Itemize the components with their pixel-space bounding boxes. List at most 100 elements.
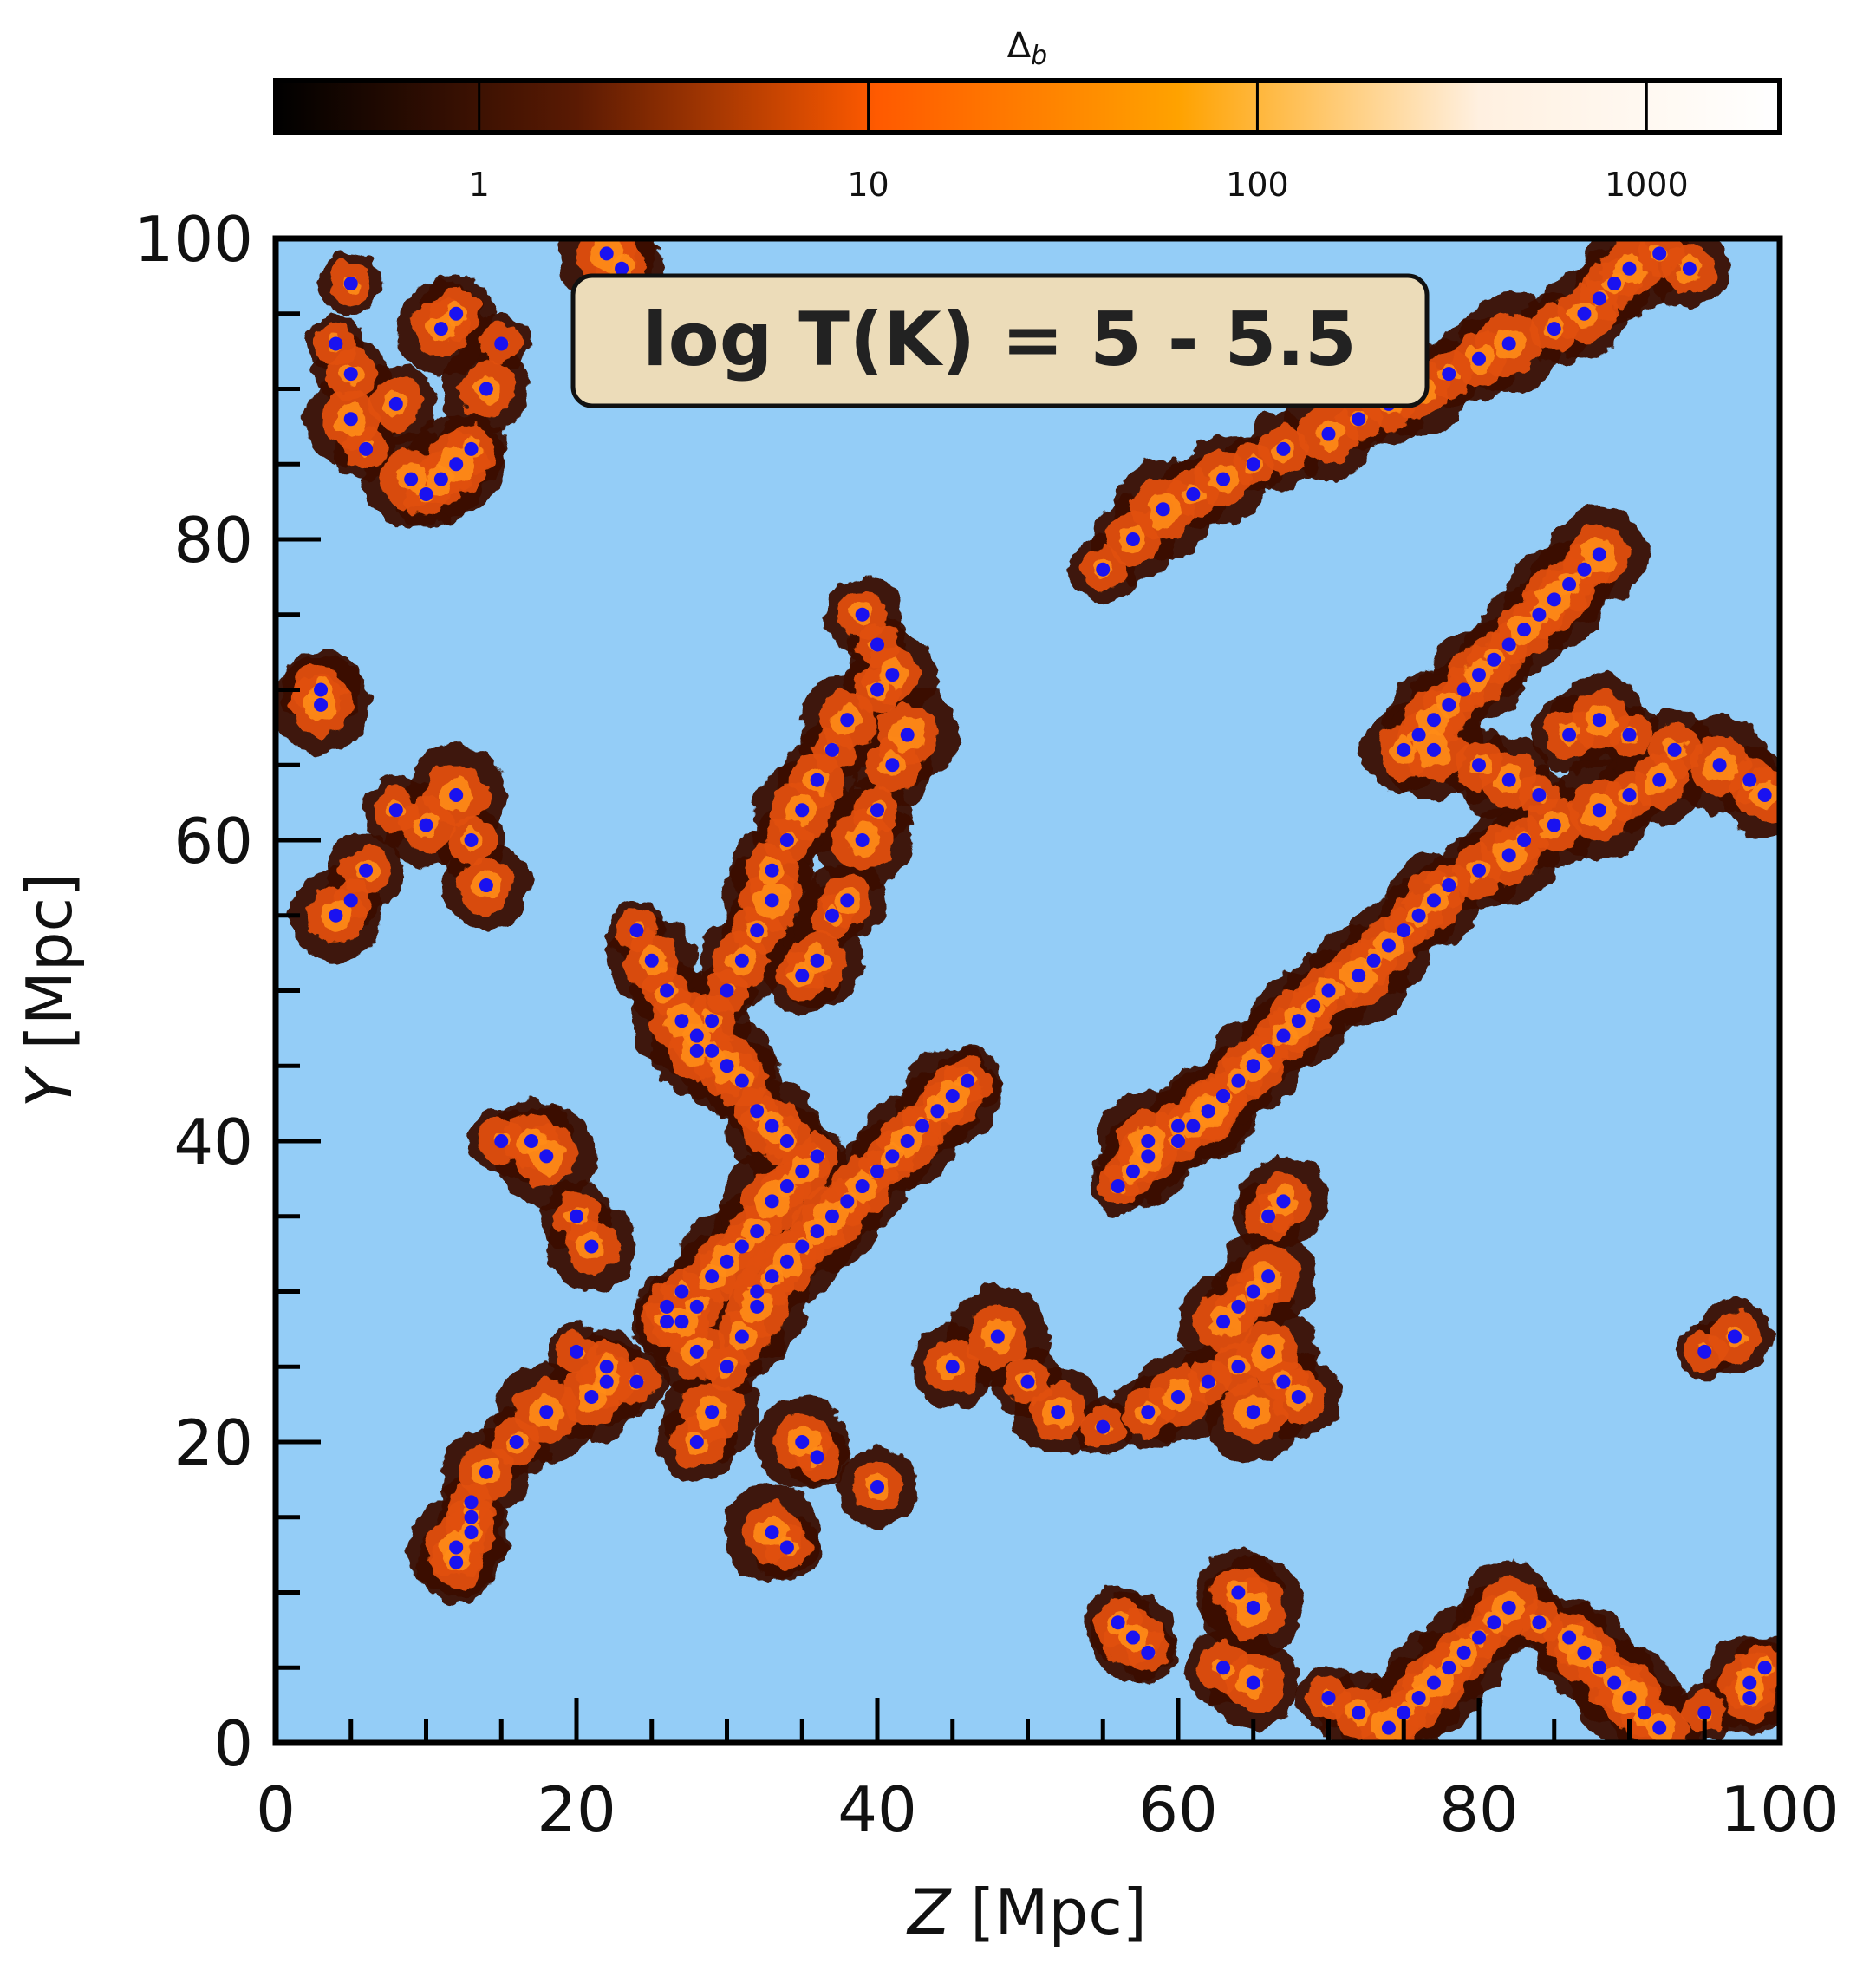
x-axis-label: Z [Mpc] [906, 1876, 1147, 1948]
halo-marker [1321, 427, 1336, 441]
plot-area: 0 20 40 60 80 100 0 20 40 60 80 100 [134, 203, 1840, 1846]
halo-marker [1607, 1675, 1622, 1690]
y-axis-label: Y [Mpc] [13, 873, 86, 1107]
halo-marker [1697, 1706, 1712, 1720]
halo-marker [1426, 742, 1441, 757]
halo-marker [1442, 697, 1456, 712]
halo-marker [1231, 1585, 1246, 1600]
halo-marker [870, 682, 884, 697]
x-tick-label: 0 [256, 1773, 296, 1846]
halo-marker [479, 1465, 493, 1479]
halo-marker [1141, 1134, 1156, 1148]
halo-marker [1501, 848, 1516, 863]
halo-marker [1141, 1405, 1156, 1419]
halo-marker [870, 637, 884, 652]
halo-marker [615, 261, 629, 276]
halo-marker [734, 953, 749, 968]
halo-marker [1652, 773, 1667, 787]
halo-marker [1757, 1661, 1772, 1675]
halo-marker [689, 1043, 704, 1058]
halo-marker [1171, 1119, 1185, 1133]
halo-marker [660, 1299, 674, 1314]
halo-marker [1231, 1073, 1246, 1088]
halo-marker [539, 1405, 554, 1419]
halo-marker [584, 1239, 599, 1254]
halo-marker [870, 803, 884, 818]
halo-marker [1532, 1615, 1547, 1630]
halo-marker [1682, 261, 1697, 276]
halo-marker [840, 1194, 855, 1209]
halo-marker [734, 1329, 749, 1344]
halo-marker [824, 742, 839, 757]
halo-marker [419, 818, 433, 832]
axis-ticks: 0 20 40 60 80 100 0 20 40 60 80 100 [134, 203, 1840, 1846]
halo-marker [840, 713, 855, 728]
halo-marker [885, 1149, 900, 1164]
halo-marker [795, 969, 810, 983]
halo-marker [1607, 277, 1622, 291]
halo-marker [1622, 728, 1637, 742]
halo-marker [343, 412, 358, 427]
halo-marker [464, 441, 479, 456]
halo-marker [464, 1495, 479, 1510]
halo-marker [1381, 938, 1396, 953]
halo-marker [1397, 923, 1411, 938]
x-tick-label: 80 [1439, 1773, 1519, 1846]
halo-marker [1501, 637, 1516, 652]
colorbar: Δb 1 10 100 1000 [273, 26, 1782, 204]
halo-marker [1261, 1269, 1276, 1284]
halo-marker [449, 1555, 464, 1569]
halo-marker [1201, 1104, 1215, 1119]
halo-marker [1216, 472, 1231, 486]
halo-marker [674, 1284, 689, 1299]
halo-marker [1622, 1690, 1637, 1705]
halo-marker [1532, 787, 1547, 802]
halo-marker [1186, 486, 1201, 501]
halo-marker [1246, 457, 1260, 472]
void-background [276, 238, 1780, 1743]
halo-marker [824, 908, 839, 923]
halo-marker [464, 1525, 479, 1540]
halo-marker [1216, 1661, 1231, 1675]
halo-marker [1562, 1630, 1577, 1645]
halo-marker [1547, 818, 1561, 832]
halo-marker [855, 607, 870, 622]
halo-marker [705, 1405, 720, 1419]
halo-marker [720, 1059, 734, 1073]
halo-marker [1051, 1405, 1065, 1419]
halo-marker [1472, 1630, 1486, 1645]
halo-marker [1637, 1706, 1651, 1720]
x-tick-label: 40 [837, 1773, 917, 1846]
y-tick-label: 100 [134, 203, 253, 276]
annotation-box: log T(K) = 5 - 5.5 [570, 273, 1430, 408]
halo-marker [750, 1284, 765, 1299]
halo-marker [1652, 1720, 1667, 1735]
halo-marker [1141, 1645, 1156, 1660]
halo-marker [1547, 592, 1561, 607]
halo-marker [1321, 1690, 1336, 1705]
halo-marker [1426, 1675, 1441, 1690]
halo-marker [855, 833, 870, 847]
halo-marker [689, 1299, 704, 1314]
halo-marker [1712, 758, 1727, 773]
halo-marker [750, 923, 765, 938]
halo-marker [644, 953, 659, 968]
halo-marker [870, 1480, 884, 1495]
halo-marker [1456, 1645, 1471, 1660]
halo-marker [584, 1389, 599, 1404]
halo-marker [464, 1510, 479, 1524]
halo-marker [1592, 291, 1606, 306]
halo-marker [1547, 322, 1561, 336]
halo-marker [674, 1315, 689, 1329]
halo-marker [1397, 1706, 1411, 1720]
halo-marker [1201, 1374, 1215, 1389]
halo-marker [795, 1239, 810, 1254]
halo-marker [1216, 1088, 1231, 1103]
halo-marker [570, 1344, 583, 1359]
halo-marker [765, 1119, 779, 1133]
colorbar-tick-label: 1000 [1605, 166, 1689, 204]
halo-marker [885, 668, 900, 682]
halo-marker [689, 1344, 704, 1359]
halo-marker [1381, 1720, 1396, 1735]
